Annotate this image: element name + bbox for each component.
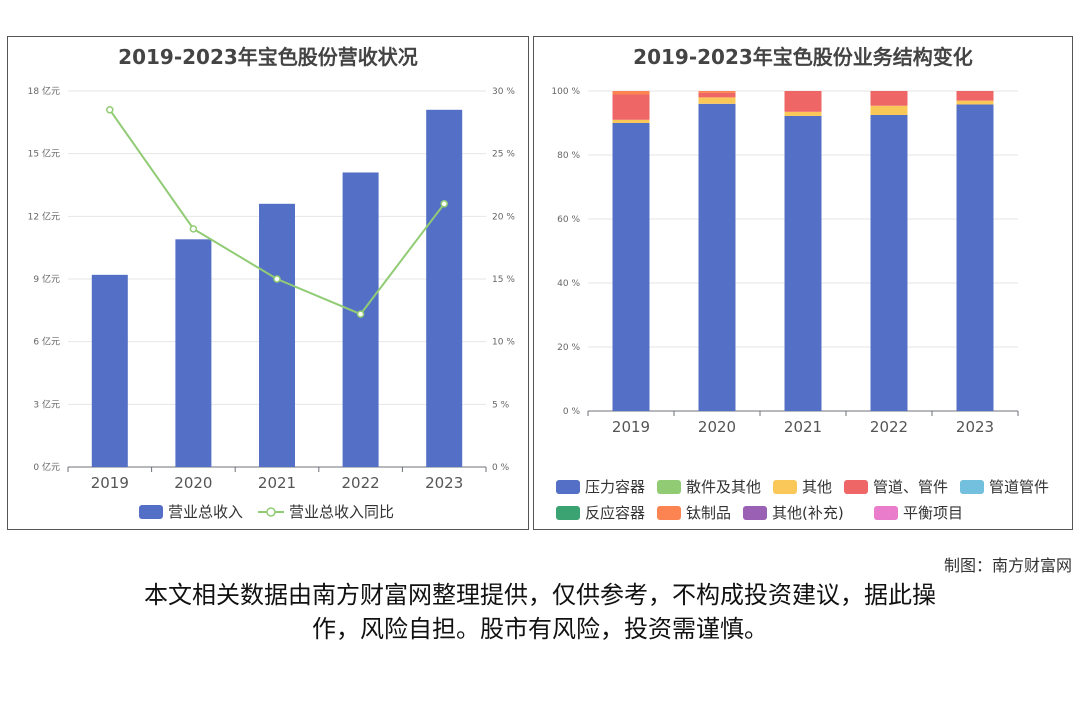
stack-segment [698, 91, 736, 93]
structure-chart-title: 2019-2023年宝色股份业务结构变化 [633, 45, 973, 69]
y-tick-label: 12 亿元 [28, 210, 60, 222]
disclaimer: 本文相关数据由南方财富网整理提供，仅供参考，不构成投资建议，据此操 作，风险自担… [0, 578, 1080, 646]
revenue-bar [342, 172, 379, 467]
revenue-bar [426, 109, 463, 468]
legend-label: 其他(补充) [772, 504, 844, 522]
legend-label: 钛制品 [686, 504, 731, 522]
y-tick-label: 18 亿元 [28, 85, 60, 97]
x-tick-label: 2022 [870, 418, 908, 436]
stack-segment [870, 91, 908, 106]
stack-segment [698, 97, 736, 104]
legend-swatch [844, 480, 868, 494]
legend-swatch [657, 480, 681, 494]
legend-swatch [773, 480, 797, 494]
y2-tick-label: 30 % [492, 87, 515, 97]
y-tick-label: 100 % [551, 87, 580, 97]
y2-tick-label: 5 % [492, 400, 510, 410]
growth-point [273, 275, 281, 283]
revenue-bar [175, 239, 212, 467]
legend-swatch [556, 506, 580, 520]
x-tick-label: 2019 [612, 418, 650, 436]
x-tick-label: 2021 [784, 418, 822, 436]
y-tick-label: 15 亿元 [28, 148, 60, 160]
x-tick-label: 2021 [258, 474, 296, 492]
legend-swatch-growth-marker [266, 507, 276, 517]
y-tick-label: 6 亿元 [33, 336, 60, 348]
stack-segment [612, 123, 650, 411]
y-tick-label: 80 % [557, 151, 580, 161]
growth-point [440, 200, 448, 208]
legend-swatch [743, 506, 767, 520]
x-tick-label: 2019 [91, 474, 129, 492]
x-tick-label: 2020 [174, 474, 212, 492]
x-tick-label: 2022 [342, 474, 380, 492]
y2-tick-label: 15 % [492, 275, 515, 285]
legend-swatch [960, 480, 984, 494]
legend-label-growth: 营业总收入同比 [289, 503, 394, 521]
y-tick-label: 0 % [563, 407, 581, 417]
growth-point [189, 225, 198, 233]
y-tick-label: 9 亿元 [33, 273, 60, 285]
legend-label-revenue: 营业总收入 [168, 503, 243, 521]
revenue-bar [259, 203, 295, 468]
stack-segment [956, 100, 994, 105]
stack-segment [956, 104, 994, 411]
revenue-chart: 0 亿元 3 亿元 6 亿元 9 亿元 12 亿元 15 亿元 18 亿元 0 % 5 % 10 … [28, 85, 516, 521]
y-tick-label: 60 % [557, 215, 580, 225]
legend-label: 管道管件 [989, 478, 1049, 496]
stack-segment [698, 103, 736, 412]
stack-segment [612, 119, 650, 123]
stack-segment [612, 91, 650, 95]
y-tick-label: 3 亿元 [33, 398, 60, 410]
y2-tick-label: 25 % [492, 150, 515, 160]
revenue-bar [91, 274, 128, 467]
legend-label: 压力容器 [585, 478, 645, 496]
stack-segment [612, 94, 650, 120]
y-tick-label: 40 % [557, 279, 580, 289]
revenue-chart-panel: 2019-2023年宝色股份营收状况 0 亿元 3 亿元 6 亿元 9 亿元 12 亿元… [7, 36, 529, 530]
legend-swatch [874, 506, 898, 520]
legend-swatch [657, 506, 681, 520]
y-tick-label: 20 % [557, 343, 580, 353]
stack-segment [956, 91, 994, 101]
legend-label: 其他 [802, 478, 832, 496]
legend-label: 反应容器 [585, 504, 645, 522]
x-tick-label: 2023 [956, 418, 994, 436]
stack-segment [784, 111, 822, 116]
x-tick-label: 2020 [698, 418, 736, 436]
y2-tick-label: 0 % [492, 463, 510, 473]
y2-tick-label: 20 % [492, 212, 515, 222]
growth-point [106, 106, 114, 114]
structure-chart-panel: 2019-2023年宝色股份业务结构变化 0 % 20 % 40 % 60 % 80 %… [533, 36, 1073, 530]
legend-label: 管道、管件 [873, 478, 948, 496]
revenue-chart-title: 2019-2023年宝色股份营收状况 [118, 45, 418, 69]
y2-tick-label: 10 % [492, 338, 515, 348]
stack-segment [784, 115, 822, 412]
legend-swatch-revenue [139, 505, 163, 519]
legend-swatch [556, 480, 580, 494]
stack-segment [698, 92, 736, 98]
y-tick-label: 0 亿元 [33, 461, 60, 473]
stack-segment [870, 105, 908, 115]
stack-segment [784, 91, 822, 112]
disclaimer-line-1: 本文相关数据由南方财富网整理提供，仅供参考，不构成投资建议，据此操 [144, 581, 936, 609]
stack-segment [870, 115, 908, 411]
structure-chart: 0 % 20 % 40 % 60 % 80 % 100 % 2019 2020 2021 2022… [551, 87, 1049, 522]
disclaimer-line-2: 作，风险自担。股市有风险，投资需谨慎。 [312, 615, 768, 643]
chart-credit: 制图：南方财富网 [943, 556, 1072, 575]
legend-label: 散件及其他 [686, 478, 761, 496]
legend-label: 平衡项目 [903, 504, 963, 522]
x-tick-label: 2023 [425, 474, 463, 492]
growth-point [356, 310, 365, 318]
